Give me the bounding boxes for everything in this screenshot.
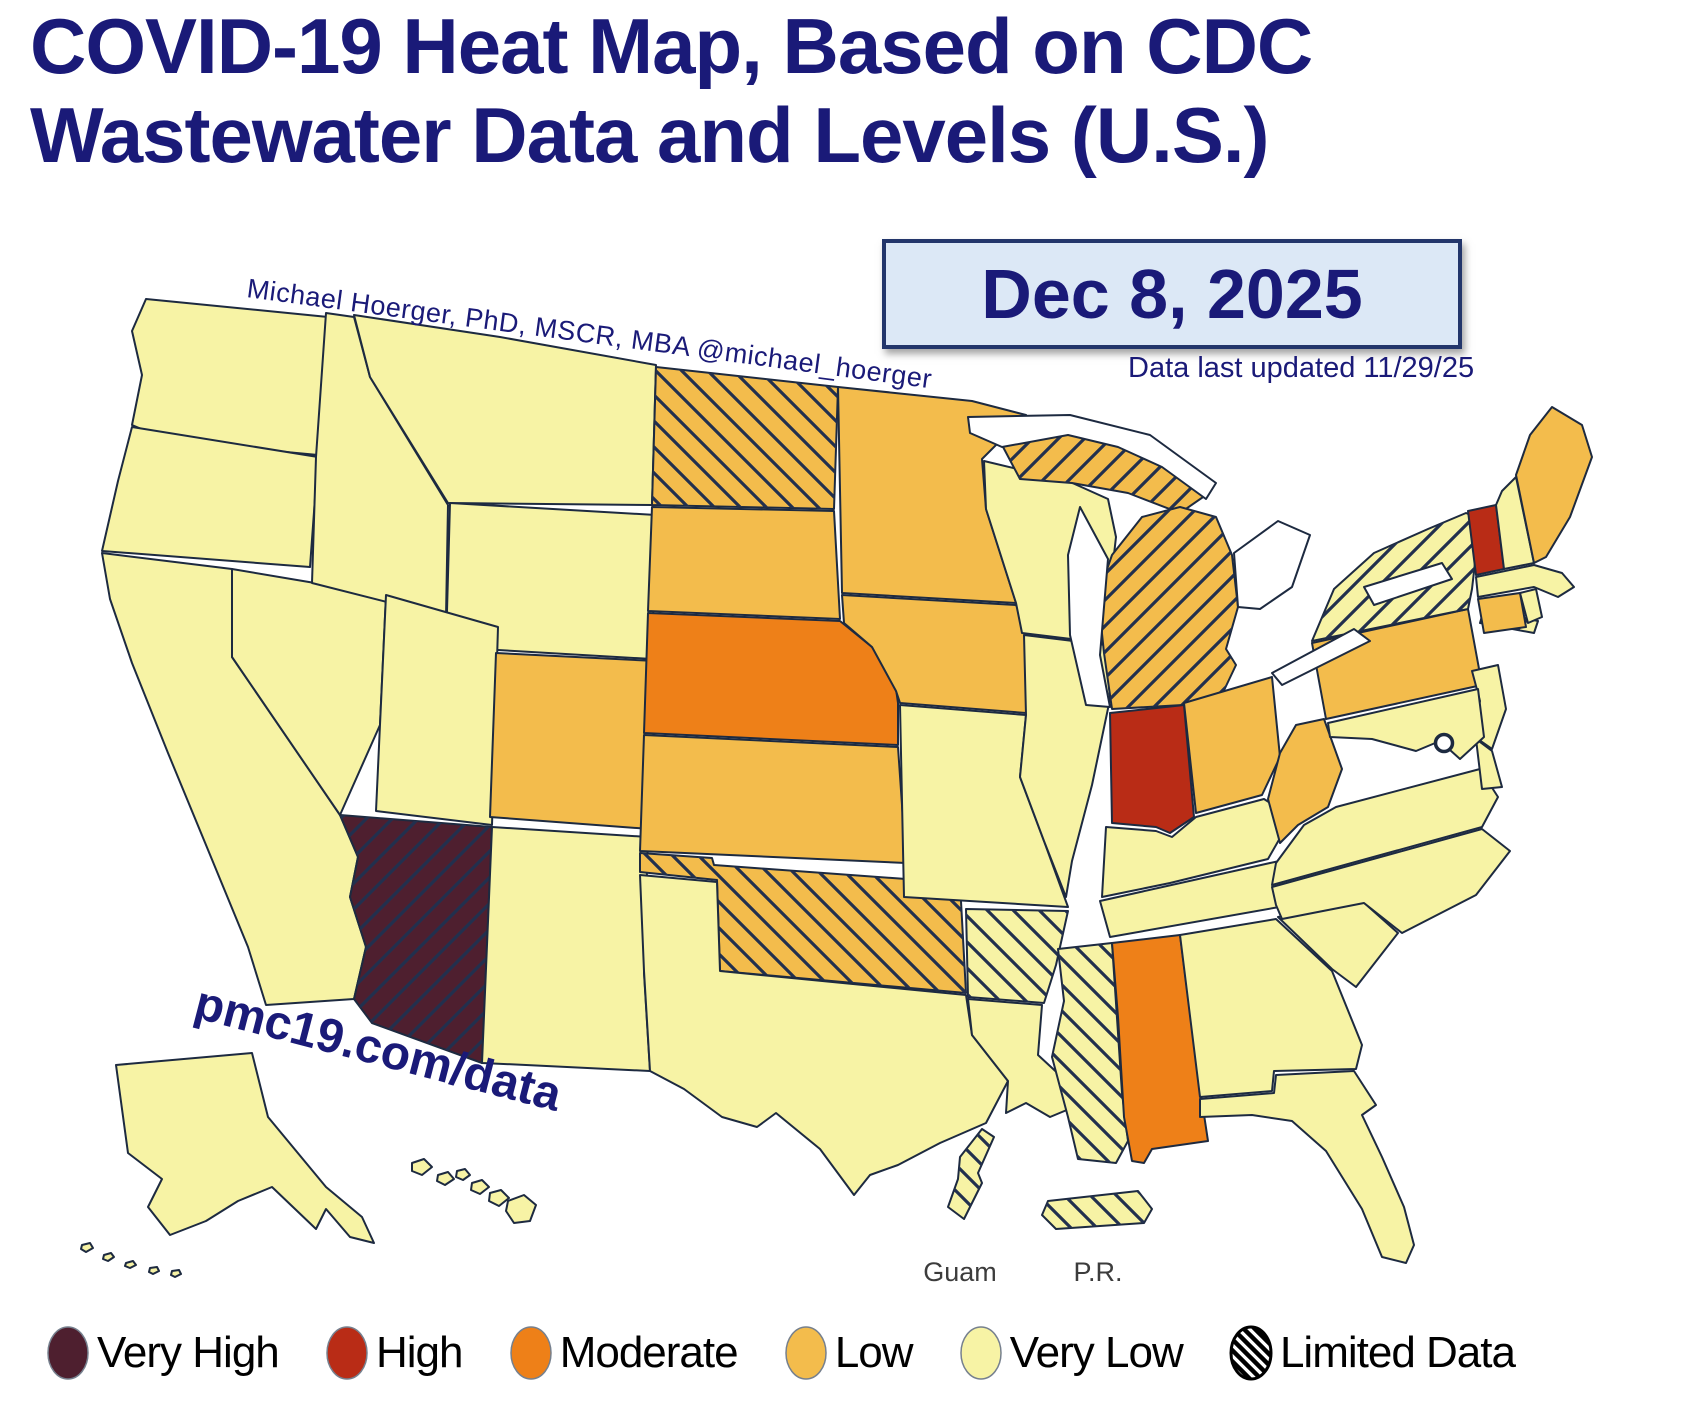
lake-ontario-shape xyxy=(1363,562,1453,606)
legend: Very High High Moderate Low Very Low Lim… xyxy=(45,1318,1516,1388)
lake-michigan-shape xyxy=(1067,506,1111,708)
very-high-swatch-icon xyxy=(47,1326,89,1380)
limited-data-hatch-MS xyxy=(1052,943,1128,1163)
state-LA xyxy=(967,998,1075,1118)
state-AK xyxy=(124,1260,137,1269)
legend-label-moderate: Moderate xyxy=(559,1328,739,1377)
state-HI xyxy=(455,1168,471,1181)
great-lakes xyxy=(967,414,1453,708)
limited-data-hatch-MI xyxy=(1002,433,1206,513)
state-KS xyxy=(639,734,907,864)
data-updated-note: Data last updated 11/29/25 xyxy=(1128,352,1475,384)
state-HI xyxy=(488,1189,510,1207)
title-line-2: Wastewater Data and Levels (U.S.) xyxy=(30,90,1270,179)
state-OH xyxy=(1183,676,1281,814)
legend-item-very-low: Very Low xyxy=(958,1324,1184,1382)
state-TX xyxy=(639,874,1009,1196)
state-SD xyxy=(647,506,841,620)
legend-item-very-high: Very High xyxy=(45,1324,280,1382)
legend-item-limited-data: Limited Data xyxy=(1228,1324,1516,1382)
state-GA xyxy=(1179,918,1363,1098)
legend-label-very-high: Very High xyxy=(97,1328,280,1377)
state-AK xyxy=(102,1252,115,1262)
limited-data-hatch-AZ xyxy=(340,815,492,1063)
state-OR xyxy=(101,426,319,568)
legend-label-limited-data: Limited Data xyxy=(1279,1328,1516,1377)
state-HI xyxy=(505,1194,537,1224)
states-layer xyxy=(80,298,1593,1278)
guam-label: Guam xyxy=(923,1257,997,1287)
limited-data-hatch-OK xyxy=(640,853,966,993)
legend-item-high: High xyxy=(324,1324,463,1382)
state-ME xyxy=(1515,406,1593,564)
legend-item-low: Low xyxy=(783,1324,914,1382)
state-CT xyxy=(1477,592,1527,634)
state-AK xyxy=(148,1266,160,1275)
state-AK xyxy=(115,1052,375,1244)
state-WV xyxy=(1267,718,1343,844)
lake-erie-shape xyxy=(1271,628,1371,686)
state-HI xyxy=(470,1179,490,1195)
limited-data-hatch-GU xyxy=(948,1129,994,1219)
state-HI xyxy=(436,1171,455,1186)
legend-label-very-low: Very Low xyxy=(1009,1328,1184,1377)
state-NC xyxy=(1271,828,1511,934)
state-NM xyxy=(481,826,651,1072)
state-AK xyxy=(80,1242,94,1253)
legend-label-high: High xyxy=(375,1328,463,1377)
dc-marker xyxy=(1433,732,1455,754)
limited-data-hatch-PR xyxy=(1042,1191,1152,1229)
lake-superior-shape xyxy=(967,414,1217,500)
limited-data-hatch-swatch-icon xyxy=(1229,1325,1273,1381)
state-FL xyxy=(1199,1070,1415,1264)
state-HI xyxy=(411,1158,433,1176)
title-line-1: COVID-19 Heat Map, Based on CDC xyxy=(30,2,1313,90)
lake-huron-shape xyxy=(1233,520,1311,610)
us-choropleth-map: Michael Hoerger, PhD, MSCR, MBA @michael… xyxy=(80,273,1593,1287)
low-swatch-icon xyxy=(785,1326,827,1380)
moderate-swatch-icon xyxy=(509,1326,552,1380)
state-IN xyxy=(1109,704,1195,834)
state-AK xyxy=(170,1269,182,1278)
legend-label-low: Low xyxy=(834,1328,914,1377)
page-title: COVID-19 Heat Map, Based on CDC Wastewat… xyxy=(30,2,1313,180)
state-MA xyxy=(1475,564,1575,598)
date-box: Dec 8, 2025 xyxy=(882,239,1462,349)
very-low-swatch-icon xyxy=(960,1326,1002,1380)
pr-label: P.R. xyxy=(1073,1257,1122,1287)
date-text: Dec 8, 2025 xyxy=(981,255,1363,333)
state-RI xyxy=(1519,588,1543,624)
state-CO xyxy=(489,652,657,830)
state-UT xyxy=(375,594,499,826)
high-swatch-icon xyxy=(326,1326,368,1380)
state-DE xyxy=(1475,738,1503,790)
limited-data-hatch-AR xyxy=(966,909,1068,1003)
limited-data-hatch-ND xyxy=(652,367,838,509)
limited-data-hatch-MI xyxy=(1098,507,1238,709)
legend-item-moderate: Moderate xyxy=(508,1324,739,1382)
